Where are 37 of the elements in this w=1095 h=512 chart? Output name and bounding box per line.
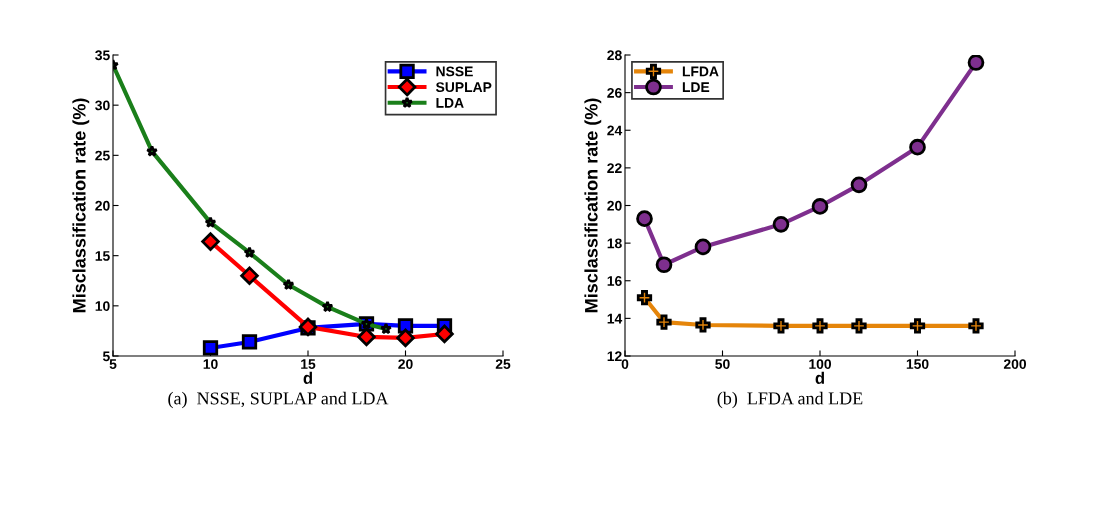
y-tick-label: 35 xyxy=(95,50,110,61)
x-tick-label: 20 xyxy=(398,359,413,369)
x-tick-label: 5 xyxy=(109,359,117,369)
y-tick-label: 15 xyxy=(95,251,110,261)
legend-label: LDA xyxy=(436,98,464,108)
y-axis-title: Misclassification rate (%) xyxy=(584,98,602,313)
y-tick-label: 20 xyxy=(95,200,110,211)
y-tick-label: 18 xyxy=(607,238,622,249)
y-axis-title: Misclassification rate (%) xyxy=(72,98,90,313)
y-tick-label: 12 xyxy=(607,351,622,362)
x-tick-label: 200 xyxy=(1003,359,1027,369)
y-tick-label: 25 xyxy=(95,150,110,161)
x-tick-label: 50 xyxy=(715,359,730,369)
x-tick-label: 10 xyxy=(203,359,218,369)
y-tick-label: 16 xyxy=(607,276,622,286)
x-axis-title: d xyxy=(303,371,312,384)
legend-label: NSSE xyxy=(436,66,473,77)
y-tick-label: 20 xyxy=(607,200,622,211)
text: (b) LFDA and LDE xyxy=(717,391,863,409)
x-tick-label: 25 xyxy=(495,359,511,369)
x-tick-label: 150 xyxy=(906,359,929,369)
x-axis-title: d xyxy=(815,371,824,384)
y-tick-label: 22 xyxy=(607,163,622,173)
y-tick-label: 10 xyxy=(95,301,110,311)
y-tick-label: 14 xyxy=(607,313,623,324)
legend-label: LDE xyxy=(682,82,710,92)
y-tick-label: 26 xyxy=(607,87,622,98)
y-tick-label: 28 xyxy=(607,50,622,61)
x-tick-label: 100 xyxy=(809,359,832,369)
legend-label: SUPLAP xyxy=(435,82,492,93)
legend-label: LFDA xyxy=(682,66,719,77)
y-tick-label: 5 xyxy=(102,351,110,362)
text: (a) NSSE, SUPLAP and LDA xyxy=(168,391,389,409)
x-tick-label: 0 xyxy=(621,359,629,369)
y-tick-label: 30 xyxy=(95,100,110,111)
x-tick-label: 15 xyxy=(301,359,316,369)
y-tick-label: 24 xyxy=(607,125,623,136)
